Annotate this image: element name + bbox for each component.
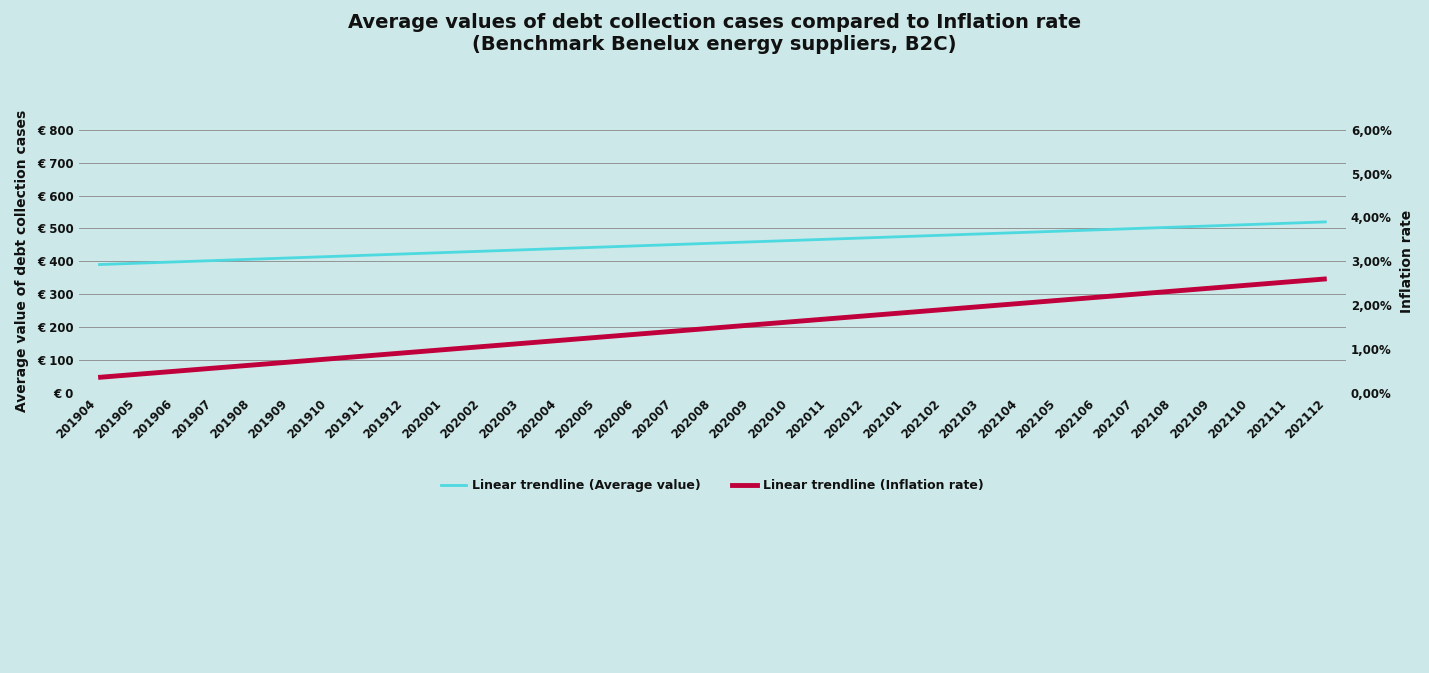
Legend: Linear trendline (Average value), Linear trendline (Inflation rate): Linear trendline (Average value), Linear… <box>436 474 989 497</box>
Text: Average values of debt collection cases compared to Inflation rate
(Benchmark Be: Average values of debt collection cases … <box>347 13 1082 55</box>
Y-axis label: Average value of debt collection cases: Average value of debt collection cases <box>14 110 29 413</box>
Y-axis label: Inflation rate: Inflation rate <box>1400 210 1415 313</box>
